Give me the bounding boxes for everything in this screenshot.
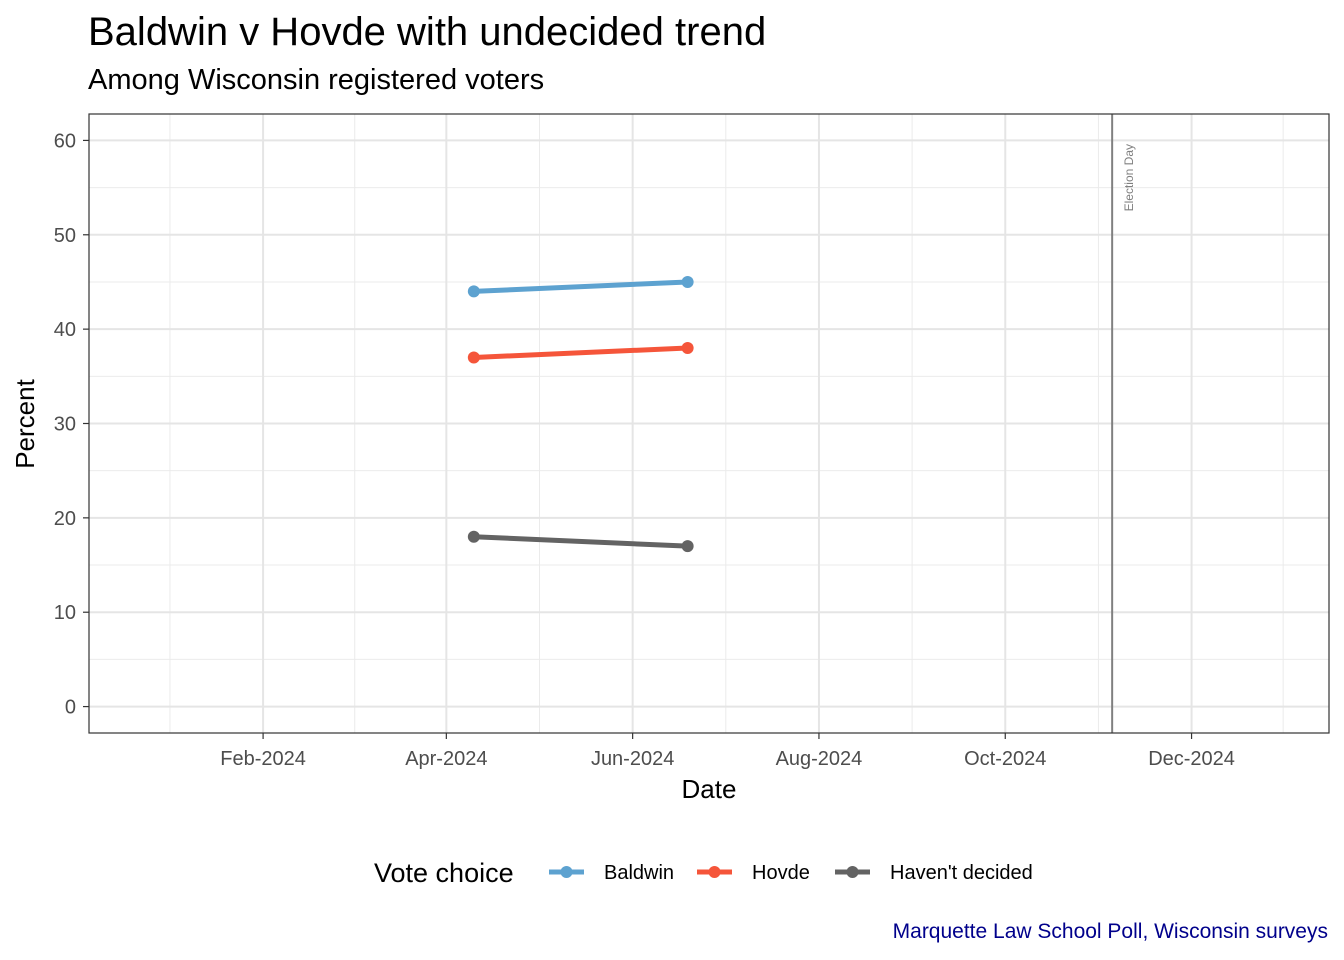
x-tick-label: Jun-2024 [591,748,674,770]
y-tick-label: 50 [54,225,76,247]
legend-key-point-baldwin [560,866,573,878]
legend-key-point-haven-t-decided [846,866,859,878]
grid-layer [89,114,1329,733]
legend-label-haven-t-decided: Haven't decided [890,862,1033,884]
y-tick-label: 0 [65,697,76,719]
x-tick-label: Feb-2024 [220,748,306,770]
x-axis-title: Date [682,774,737,804]
legend-label-baldwin: Baldwin [604,862,674,884]
series-line-hovde [473,345,688,360]
y-tick-label: 60 [54,130,76,152]
data-point-haven-t-decided [467,530,480,543]
x-tick-label: Aug-2024 [776,748,863,770]
legend-key-point-hovde [708,866,721,878]
x-tick-label: Dec-2024 [1148,748,1235,770]
x-tick-label: Oct-2024 [964,748,1046,770]
data-point-baldwin [467,285,480,298]
data-point-baldwin [681,275,694,288]
y-axis-title: Percent [10,378,40,468]
chart-caption: Marquette Law School Poll, Wisconsin sur… [892,920,1328,943]
data-point-hovde [467,351,480,364]
x-tick-label: Apr-2024 [405,748,487,770]
data-point-haven-t-decided [681,540,694,553]
legend: Baldwin Hovde Haven't decided [549,862,1033,884]
series-line-baldwin [473,279,688,294]
y-tick-label: 10 [54,602,76,624]
axis-layer: 0 10 20 30 40 50 60 Feb-2024 Apr-2024 Jun-2024 Aug… [54,130,1235,770]
legend-label-hovde: Hovde [752,862,810,884]
y-tick-label: 30 [54,414,76,436]
vline-layer: Election Day [1111,114,1136,733]
data-point-hovde [681,342,694,355]
y-tick-label: 40 [54,319,76,341]
series-line-haven-t-decided [473,534,688,549]
election-day-label: Election Day [1122,144,1136,211]
chart-title: Baldwin v Hovde with undecided trend [88,10,767,54]
series-layer [467,275,694,553]
chart-subtitle: Among Wisconsin registered voters [88,64,545,96]
y-tick-label: 20 [54,508,76,530]
legend-title: Vote choice [374,858,514,888]
